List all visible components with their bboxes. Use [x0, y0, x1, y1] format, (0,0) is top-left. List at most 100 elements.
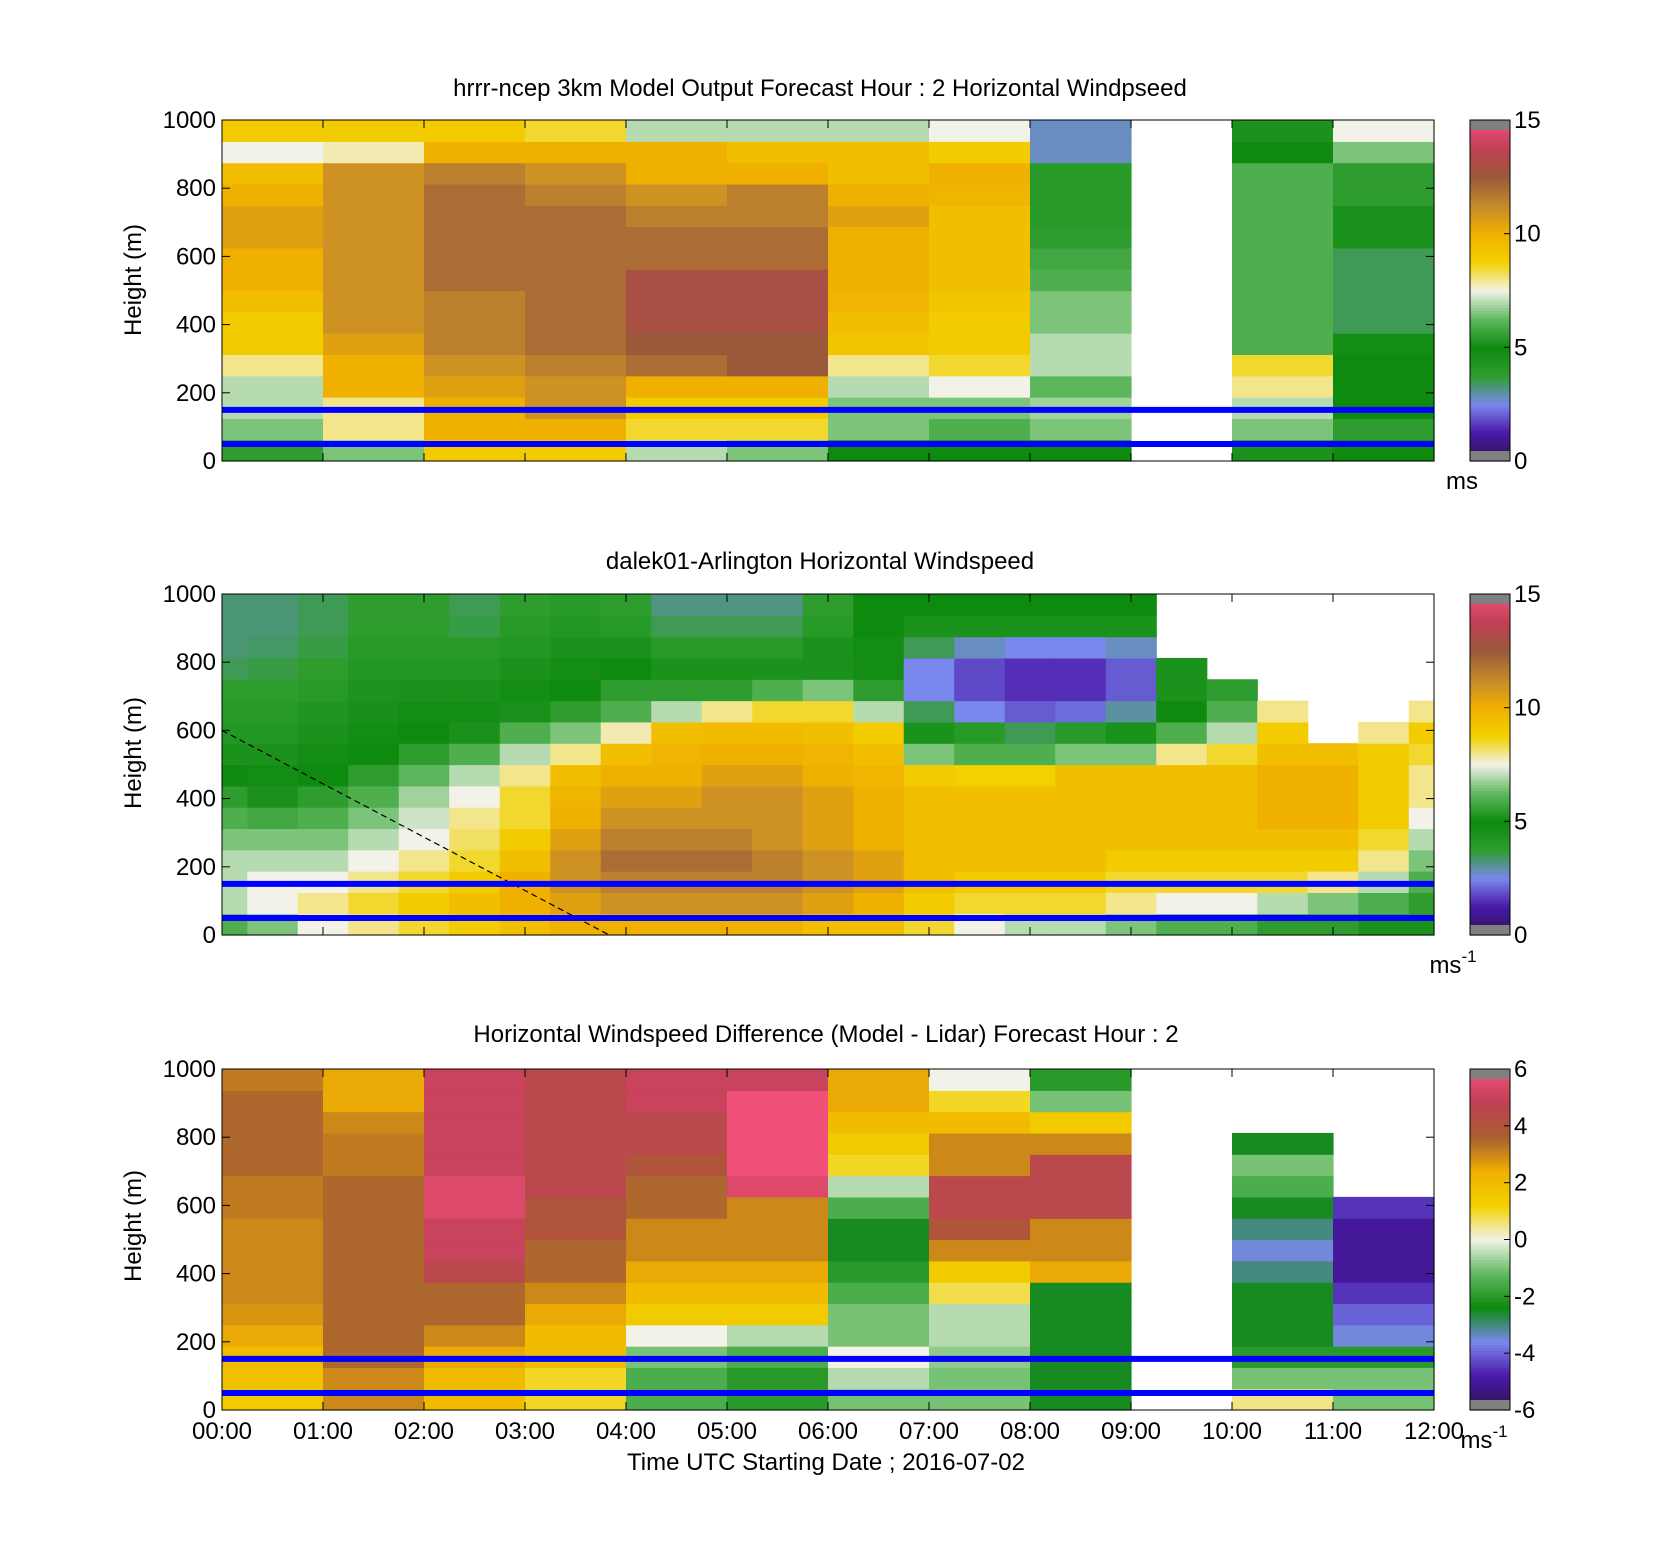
colorbar-segment — [1470, 151, 1510, 155]
heat-cell — [1030, 418, 1132, 441]
heat-cell — [525, 354, 627, 377]
colorbar-segment — [1470, 849, 1510, 854]
heat-cell — [1105, 657, 1157, 680]
heat-cell — [222, 1282, 324, 1305]
heat-cell — [222, 1218, 324, 1241]
heat-cell — [525, 1303, 627, 1326]
heat-cell — [398, 828, 450, 851]
heat-cell — [1206, 785, 1258, 808]
heat-cell — [727, 162, 829, 185]
heat-cell — [449, 743, 501, 766]
x-tick-label: 11:00 — [1304, 1418, 1362, 1445]
heat-cell — [1055, 764, 1107, 787]
heat-cell — [828, 375, 930, 398]
heat-cell — [1030, 1324, 1132, 1347]
heat-cell — [1004, 700, 1056, 723]
colorbar-segment — [1470, 1171, 1510, 1175]
heat-cell — [1105, 636, 1157, 659]
colorbar-segment — [1470, 202, 1510, 206]
panel-diff-unit-base: ms — [1460, 1427, 1492, 1454]
colorbar-tick-label: 0 — [1514, 1227, 1527, 1254]
heat-cell — [525, 1132, 627, 1155]
heat-cell — [1232, 1239, 1334, 1262]
heat-cell — [499, 700, 551, 723]
heat-cell — [323, 247, 425, 270]
colorbar-segment — [1470, 1330, 1510, 1334]
heat-cell — [626, 1175, 728, 1198]
heat-cell — [727, 418, 829, 441]
heat-cell — [929, 247, 1031, 270]
heat-cell — [903, 743, 955, 766]
heat-cell — [1257, 764, 1309, 787]
heat-cell — [1030, 205, 1132, 228]
heat-cell — [1156, 679, 1208, 702]
heat-cell — [323, 183, 425, 206]
colorbar-segment — [1470, 824, 1510, 828]
heat-cell — [525, 183, 627, 206]
colorbar-segment — [1470, 401, 1510, 405]
heat-cell — [853, 892, 905, 915]
heat-cell — [1232, 375, 1334, 398]
heat-cell — [525, 1154, 627, 1177]
colorbar-frame — [1469, 119, 1511, 462]
heat-cell — [222, 849, 248, 872]
heat-cell — [449, 807, 501, 830]
heat-cell — [626, 1282, 728, 1305]
colorbar-tick-label: 4 — [1514, 1113, 1527, 1140]
panel-diff-title: Horizontal Windspeed Difference (Model -… — [473, 1021, 1178, 1048]
heat-cell — [525, 269, 627, 292]
heat-cell — [802, 764, 854, 787]
heat-cell — [1307, 849, 1359, 872]
colorbar-segment — [1470, 1108, 1510, 1113]
heat-cell — [222, 1239, 324, 1262]
colorbar-segment — [1470, 443, 1510, 448]
heat-cell — [752, 807, 804, 830]
heat-cell — [499, 594, 551, 616]
heat-cell — [323, 418, 425, 441]
heat-cell — [727, 226, 829, 249]
colorbar-segment — [1470, 1086, 1510, 1090]
colorbar-segment — [1470, 1137, 1510, 1141]
heat-cell — [929, 418, 1031, 441]
heat-cell — [828, 1175, 930, 1198]
heat-cell — [651, 849, 703, 872]
heat-cell — [727, 1132, 829, 1155]
colorbar-segment — [1470, 787, 1510, 791]
colorbar-segment — [1470, 875, 1510, 879]
heat-cell — [626, 418, 728, 441]
heat-cell — [701, 657, 753, 680]
heat-cell — [424, 1303, 526, 1326]
heat-cell — [222, 269, 324, 292]
heat-cell — [626, 333, 728, 356]
heat-cell — [1232, 1324, 1334, 1347]
heat-cell — [853, 657, 905, 680]
colorbar-segment — [1470, 421, 1510, 425]
colorbar-segment — [1470, 1373, 1510, 1377]
colorbar-segment — [1470, 273, 1510, 277]
colorbar-segment — [1470, 710, 1510, 714]
heat-cell — [323, 1132, 425, 1155]
heat-cell — [1232, 141, 1334, 164]
heat-cell — [247, 892, 299, 915]
heat-cell — [752, 679, 804, 702]
heat-cell — [626, 1196, 728, 1219]
colorbar-segment — [1470, 844, 1510, 848]
heat-cell — [424, 1260, 526, 1283]
heat-cell — [651, 700, 703, 723]
colorbar-segment — [1470, 886, 1510, 891]
heat-cell — [323, 290, 425, 313]
colorbar-segment — [1470, 917, 1510, 922]
heat-cell — [1030, 375, 1132, 398]
colorbar-segment — [1470, 344, 1510, 348]
heat-cell — [828, 1196, 930, 1219]
colorbar-segment — [1470, 1230, 1510, 1235]
heat-cell — [398, 636, 450, 659]
colorbar-segment — [1470, 1233, 1510, 1238]
heat-cell — [222, 1196, 324, 1219]
colorbar-segment — [1470, 878, 1510, 882]
colorbar-segment — [1470, 134, 1510, 138]
heat-cell — [727, 1111, 829, 1134]
heat-cell — [222, 594, 248, 616]
colorbar-segment — [1470, 1367, 1510, 1371]
heat-cell — [1408, 807, 1435, 830]
